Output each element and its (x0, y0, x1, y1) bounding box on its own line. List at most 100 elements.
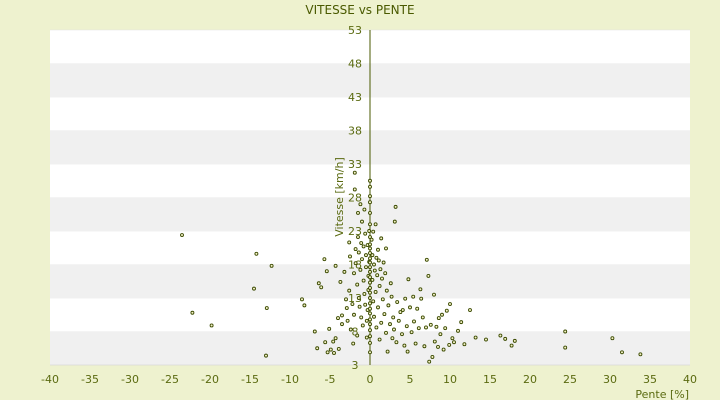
data-point (340, 313, 344, 318)
data-point (315, 346, 320, 351)
data-point (180, 233, 184, 237)
x-tick-label: -35 (81, 373, 99, 386)
y-tick-label: 23 (348, 225, 362, 238)
data-point (373, 290, 378, 294)
data-point (323, 340, 328, 345)
data-point (378, 267, 383, 272)
data-point (342, 269, 347, 274)
data-point (355, 282, 360, 287)
data-point (209, 323, 214, 328)
data-point (356, 235, 360, 239)
data-point (509, 343, 514, 348)
data-point (462, 342, 467, 347)
data-point (358, 267, 363, 272)
data-point (563, 345, 568, 350)
data-point (368, 322, 372, 327)
x-tick-label: 0 (367, 373, 374, 386)
data-point (367, 229, 372, 233)
data-point (503, 336, 508, 341)
data-point (336, 316, 340, 321)
data-point (338, 279, 343, 284)
data-point (368, 210, 372, 215)
data-point (473, 335, 478, 340)
data-point (376, 247, 380, 252)
data-point (368, 296, 372, 300)
data-point (393, 204, 398, 209)
data-point (368, 246, 372, 251)
data-point (396, 318, 401, 323)
data-point (436, 316, 441, 321)
x-tick-label: -20 (201, 373, 219, 386)
data-point (382, 312, 387, 317)
data-point (620, 350, 624, 355)
data-point (443, 326, 448, 331)
data-point (422, 344, 427, 349)
data-point (368, 301, 372, 306)
data-point (403, 296, 408, 301)
data-point (363, 231, 368, 236)
data-point (379, 236, 384, 241)
data-point (395, 300, 400, 304)
data-point (424, 257, 429, 262)
data-point (563, 329, 568, 334)
x-axis-label: Pente [%] (635, 388, 689, 400)
data-point (371, 229, 376, 234)
data-point (355, 333, 360, 338)
data-point (319, 285, 324, 290)
data-point (368, 256, 372, 261)
data-point (377, 337, 382, 342)
y-tick-label: 38 (348, 125, 362, 138)
data-point (390, 336, 395, 341)
data-point (368, 178, 372, 183)
data-point (347, 240, 352, 245)
data-point (336, 346, 341, 351)
data-point (364, 318, 369, 323)
data-point (368, 251, 372, 256)
data-point (348, 327, 353, 332)
y-tick-label: 28 (348, 192, 362, 205)
data-point (352, 271, 356, 276)
data-point (380, 297, 385, 302)
data-point (438, 332, 443, 337)
data-point (356, 250, 361, 255)
data-point (388, 281, 393, 286)
data-point (426, 273, 431, 278)
data-point (468, 308, 472, 313)
data-point (416, 326, 421, 331)
data-point (389, 294, 394, 299)
x-tick-label: 25 (563, 373, 577, 386)
data-point (356, 210, 360, 215)
data-point (368, 184, 372, 189)
data-point (361, 244, 366, 249)
data-point (368, 200, 372, 205)
data-point (368, 265, 372, 270)
data-point (372, 314, 376, 319)
data-point (368, 350, 372, 355)
x-tick-label: -10 (281, 373, 299, 386)
data-point (328, 347, 333, 352)
data-point (419, 296, 424, 301)
data-point (352, 170, 357, 175)
data-point (363, 302, 368, 307)
data-point (400, 332, 404, 337)
y-tick-label: 48 (348, 58, 362, 71)
data-point (459, 320, 464, 325)
data-point (352, 312, 356, 317)
data-point (347, 288, 352, 293)
data-point (375, 273, 380, 278)
data-point (333, 336, 338, 341)
data-point (331, 339, 336, 344)
data-point (452, 340, 456, 345)
data-point (374, 255, 379, 260)
data-point (269, 263, 274, 268)
x-tick-label: 20 (523, 373, 537, 386)
data-point (300, 297, 304, 302)
data-point (368, 222, 372, 227)
data-point (345, 318, 350, 323)
data-point (408, 305, 412, 310)
data-point (386, 303, 391, 308)
data-point (252, 286, 256, 291)
data-point (388, 322, 392, 327)
data-point (392, 327, 396, 332)
